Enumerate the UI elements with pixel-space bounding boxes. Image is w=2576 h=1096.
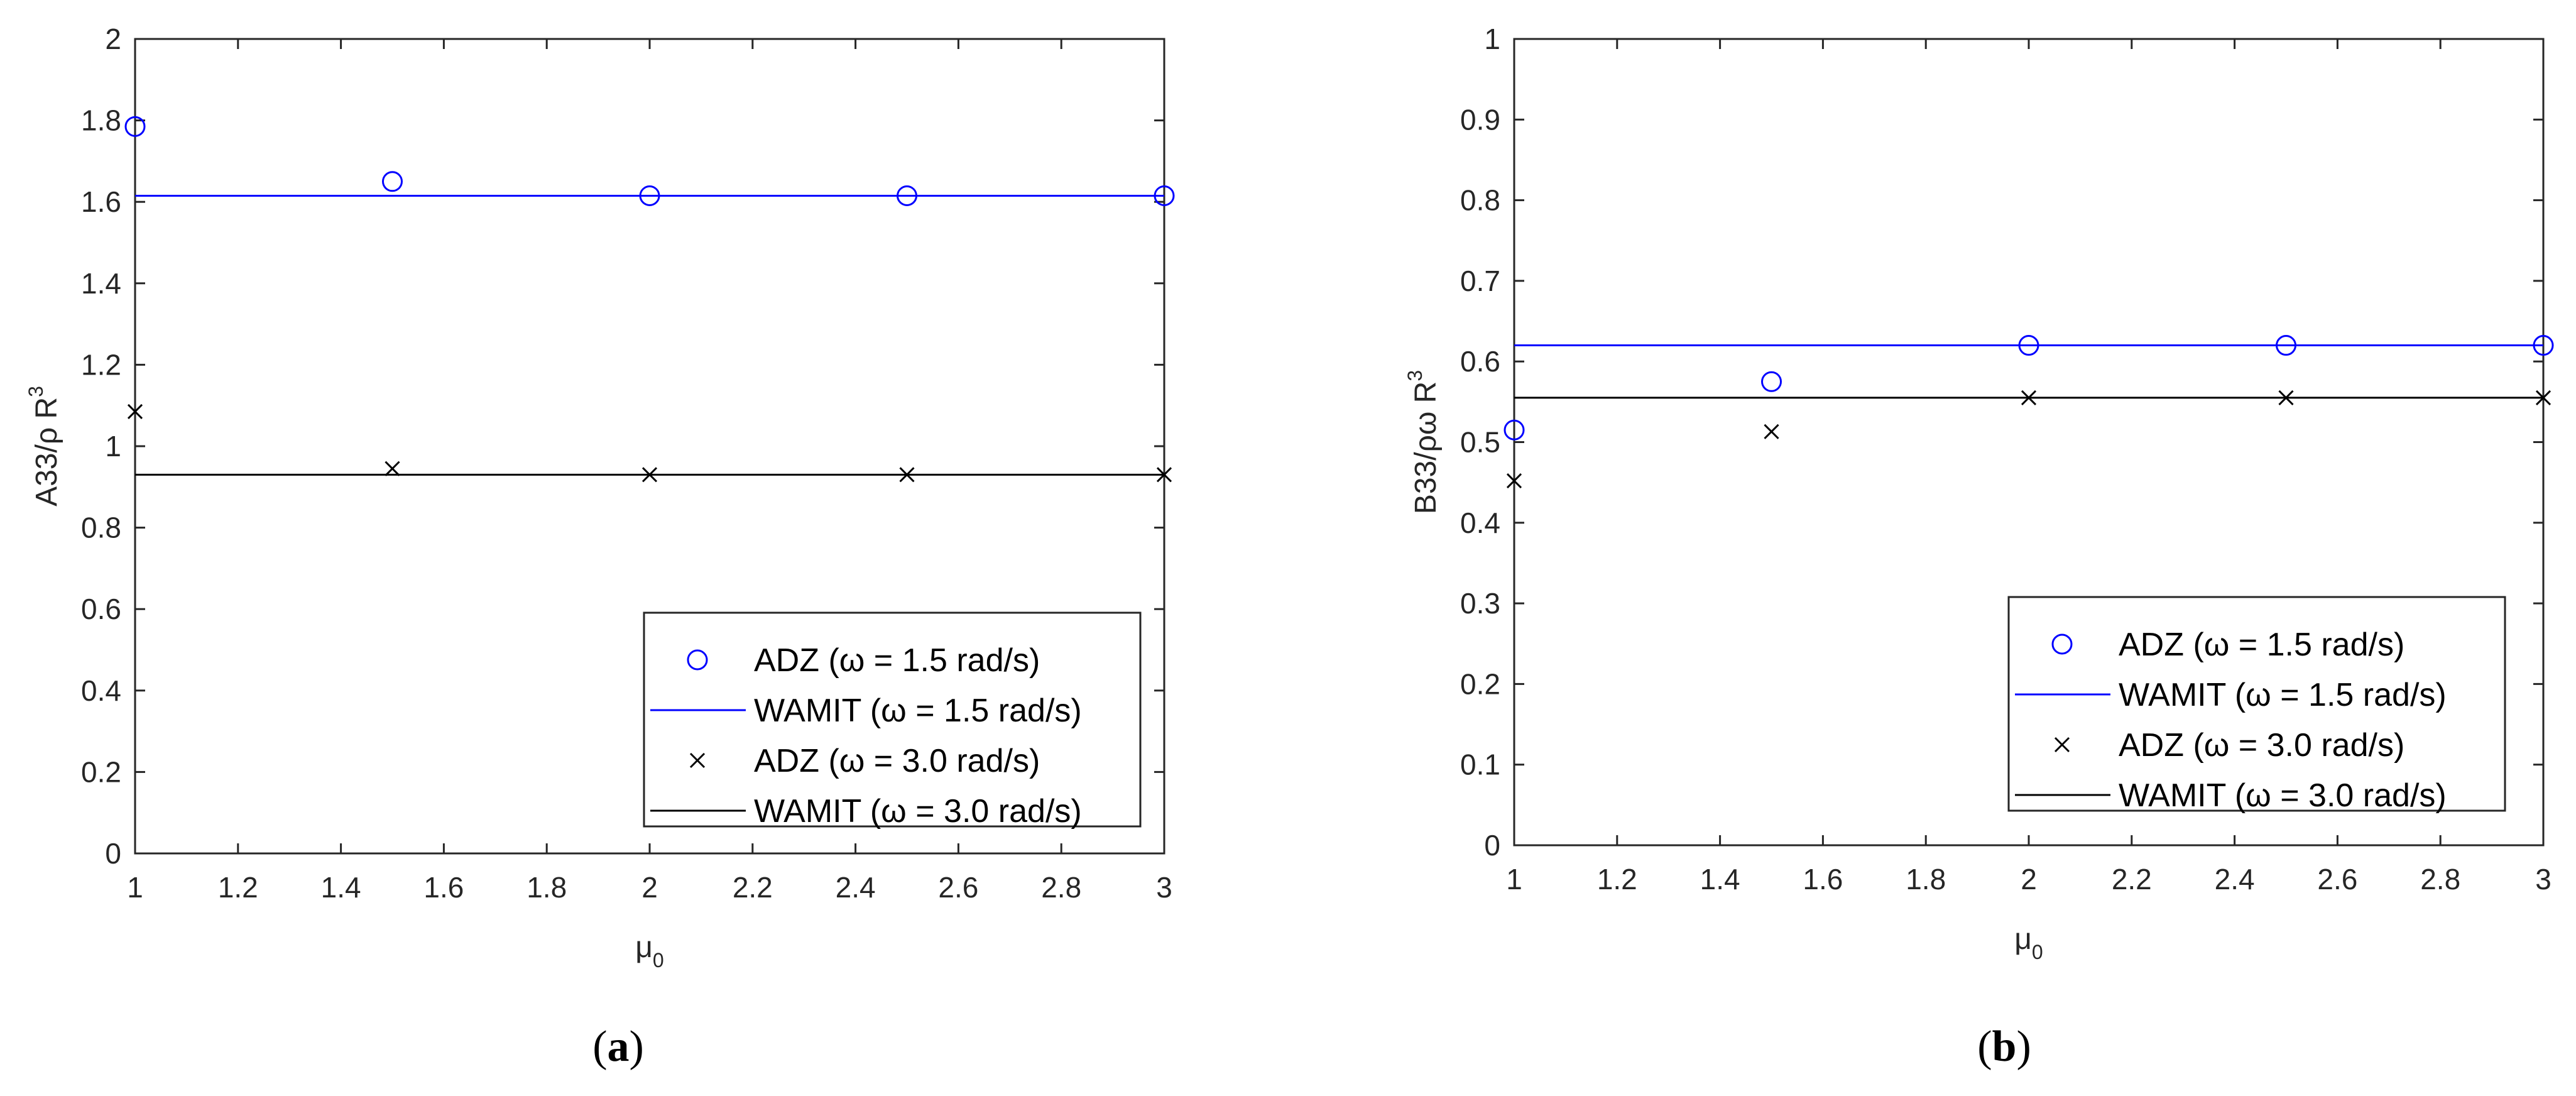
y-tick-label: 0.8 — [1460, 184, 1500, 217]
legend-item: WAMIT (ω = 1.5 rad/s) — [2015, 677, 2447, 713]
legend-circle-swatch — [2051, 633, 2073, 655]
x-tick-label: 3 — [1156, 871, 1172, 904]
y-tick-label: 1.2 — [81, 348, 121, 381]
panel-b: 1 1.2 1.4 1.6 1.8 2 2.2 2.4 2.6 2.8 3 0 0.1 0.2 0.3 0.4… — [1404, 23, 2554, 1071]
y-axis-label: B33/ρω R3 — [1404, 370, 1443, 514]
x-tick-label: 1.6 — [423, 871, 464, 904]
legend-label: WAMIT (ω = 3.0 rad/s) — [2119, 777, 2447, 814]
y-tick-label: 0.4 — [81, 674, 121, 707]
data-point-x — [127, 403, 143, 419]
legend-label: ADZ (ω = 3.0 rad/s) — [754, 743, 1040, 779]
y-tick-label: 0.7 — [1460, 265, 1500, 297]
legend-item: ADZ (ω = 1.5 rad/s) — [2051, 627, 2404, 663]
x-tick-label: 2.8 — [2420, 863, 2460, 896]
y-tick-label: 1 — [105, 430, 121, 463]
legend-item: ADZ (ω = 3.0 rad/s) — [689, 743, 1040, 779]
x-tick-label: 2.8 — [1041, 871, 1081, 904]
x-tick-label: 2.4 — [836, 871, 876, 904]
data-point-x — [1506, 473, 1522, 489]
data-point-circle — [1761, 371, 1782, 392]
y-tick-label: 0.2 — [81, 755, 121, 788]
x-tick-label: 2 — [641, 871, 658, 904]
legend-label: ADZ (ω = 1.5 rad/s) — [2119, 627, 2404, 663]
y-tick-label: 1.6 — [81, 185, 121, 218]
y-tick-label: 1.8 — [81, 104, 121, 137]
y-tick-label: 0.3 — [1460, 587, 1500, 620]
y-tick-label: 0.6 — [1460, 345, 1500, 378]
legend-label: WAMIT (ω = 1.5 rad/s) — [2119, 677, 2447, 713]
legend-label: WAMIT (ω = 3.0 rad/s) — [754, 793, 1082, 830]
y-tick-label: 2 — [105, 23, 121, 55]
y-tick-label: 0.8 — [81, 512, 121, 544]
legend-box — [2007, 596, 2506, 812]
data-point-x — [385, 461, 400, 476]
legend-x-swatch — [689, 752, 706, 769]
y-tick-label: 0.4 — [1460, 507, 1500, 539]
legend-item: WAMIT (ω = 3.0 rad/s) — [650, 793, 1082, 830]
x-tick-label: 1.8 — [1906, 863, 1946, 896]
x-tick-label: 1.2 — [218, 871, 258, 904]
legend-box — [643, 611, 1142, 828]
data-point-circle — [382, 171, 403, 192]
y-tick-label: 1 — [1484, 23, 1500, 55]
y-tick-label: 0.6 — [81, 593, 121, 625]
data-point-circle — [1504, 419, 1525, 441]
x-tick-label: 2.6 — [938, 871, 978, 904]
y-tick-label: 0.5 — [1460, 426, 1500, 459]
y-tick-label: 0 — [105, 837, 121, 870]
x-tick-label: 2.4 — [2215, 863, 2255, 896]
data-point-circle — [124, 116, 146, 137]
y-tick-label: 0.2 — [1460, 667, 1500, 700]
x-tick-label: 1.4 — [1700, 863, 1740, 896]
x-tick-label: 1.8 — [527, 871, 567, 904]
x-tick-label: 2.2 — [2112, 863, 2152, 896]
y-tick-label: 0 — [1484, 829, 1500, 862]
x-tick-label: 3 — [2535, 863, 2551, 896]
y-axis-label: A33/ρ R3 — [25, 386, 63, 507]
legend-label: ADZ (ω = 1.5 rad/s) — [754, 642, 1040, 679]
x-axis-label: μ0 — [635, 931, 663, 972]
x-tick-label: 1.6 — [1803, 863, 1843, 896]
legend-label: WAMIT (ω = 1.5 rad/s) — [754, 693, 1082, 729]
x-tick-label: 1 — [127, 871, 143, 904]
legend-item: WAMIT (ω = 1.5 rad/s) — [650, 693, 1082, 729]
panel-a: 1 1.2 1.4 1.6 1.8 2 2.2 2.4 2.6 2.8 3 0 0.2 0.4 0.6 0.8… — [25, 23, 1175, 1071]
legend: ADZ (ω = 1.5 rad/s) WAMIT (ω = 1.5 rad/s)… — [2007, 596, 2506, 814]
x-axis-label: μ0 — [2014, 923, 2043, 963]
y-tick-label: 1.4 — [81, 267, 121, 300]
panel-caption: (a) — [592, 1022, 644, 1071]
legend-item: ADZ (ω = 1.5 rad/s) — [687, 642, 1040, 679]
legend: ADZ (ω = 1.5 rad/s) WAMIT (ω = 1.5 rad/s)… — [643, 611, 1142, 830]
x-tick-label: 1.2 — [1597, 863, 1637, 896]
legend-item: WAMIT (ω = 3.0 rad/s) — [2015, 777, 2447, 814]
y-tick-label: 0.9 — [1460, 103, 1500, 136]
legend-circle-swatch — [687, 649, 708, 671]
panel-caption: (b) — [1977, 1022, 2031, 1071]
data-point-x — [1764, 424, 1779, 439]
y-tick-label: 0.1 — [1460, 748, 1500, 781]
legend-x-swatch — [2054, 737, 2070, 753]
x-tick-label: 2 — [2021, 863, 2037, 896]
x-tick-label: 1.4 — [321, 871, 361, 904]
x-tick-label: 2.6 — [2317, 863, 2357, 896]
x-tick-label: 1 — [1506, 863, 1522, 896]
legend-item: ADZ (ω = 3.0 rad/s) — [2054, 727, 2404, 764]
legend-label: ADZ (ω = 3.0 rad/s) — [2119, 727, 2404, 764]
x-tick-label: 2.2 — [733, 871, 773, 904]
